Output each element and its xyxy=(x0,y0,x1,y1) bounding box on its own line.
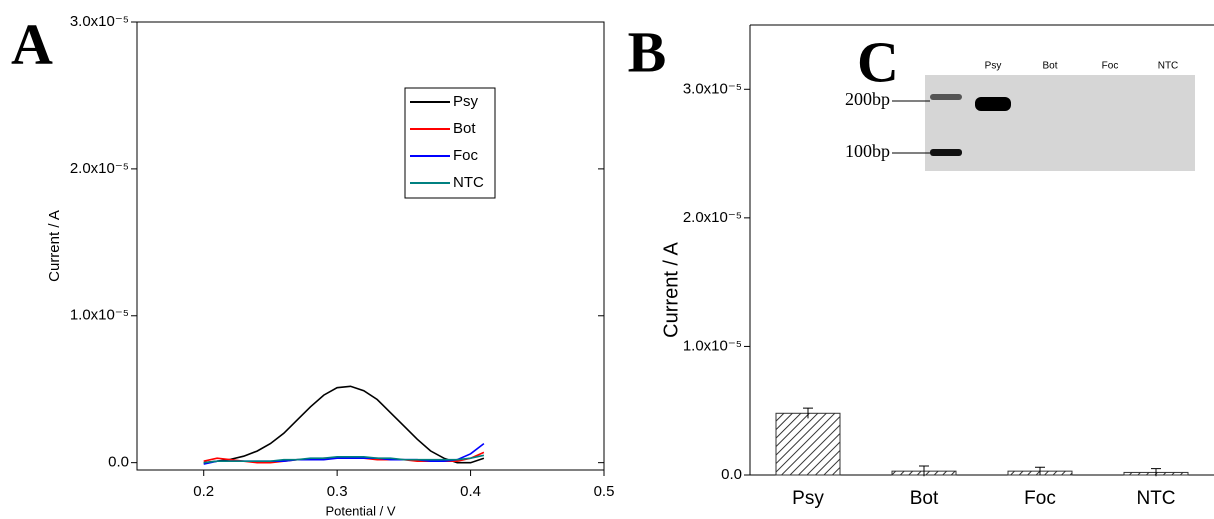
y-axis-label: Current / A xyxy=(46,210,63,282)
sample-band xyxy=(975,97,1011,111)
page: {"chart_data": [ {"type": "line", "panel… xyxy=(0,0,1214,519)
legend-label: Foc xyxy=(453,147,479,164)
gel-inset: C Psy Bot Foc NTC 200bp 100bp xyxy=(845,29,1195,171)
x-tick-label: Bot xyxy=(910,488,939,509)
x-tick-label: 0.5 xyxy=(594,483,615,500)
y-tick-label: 0.0 xyxy=(721,466,742,483)
panel-label: C xyxy=(857,29,899,94)
bar xyxy=(776,413,840,475)
y-tick-label: 3.0x10⁻⁵ xyxy=(683,80,742,97)
lane-label: Bot xyxy=(1042,61,1057,72)
plot-frame xyxy=(137,22,604,470)
x-tick-label: Psy xyxy=(792,488,824,509)
gel-image xyxy=(925,75,1195,171)
y-tick-label: 2.0x10⁻⁵ xyxy=(683,209,742,226)
x-tick-label: 0.3 xyxy=(327,483,348,500)
legend-label: Psy xyxy=(453,93,479,110)
marker-label: 100bp xyxy=(845,141,890,161)
lane-label: Foc xyxy=(1102,61,1119,72)
x-tick-label: 0.4 xyxy=(460,483,481,500)
x-axis-label: Potential / V xyxy=(325,503,395,518)
x-tick-label: Foc xyxy=(1024,488,1056,509)
legend-label: NTC xyxy=(453,174,484,191)
y-tick-label: 0.0 xyxy=(108,454,129,471)
ladder-band xyxy=(930,94,962,100)
y-tick-label: 1.0x10⁻⁵ xyxy=(70,307,129,324)
figure: A 0.0 1.0x10⁻⁵ 2.0x10⁻⁵ 3.0x10⁻⁵ 0.2 0.3 0.4 0.5… xyxy=(0,0,1214,519)
y-tick-label: 3.0x10⁻⁵ xyxy=(70,13,129,30)
panel-label: A xyxy=(11,11,53,76)
y-axis-label: Current / A xyxy=(660,242,682,338)
ladder-band xyxy=(930,149,962,156)
legend-label: Bot xyxy=(453,120,476,137)
panel-label: B xyxy=(628,19,667,84)
marker-label: 200bp xyxy=(845,89,890,109)
series-line xyxy=(204,386,484,462)
y-tick-label: 2.0x10⁻⁵ xyxy=(70,160,129,177)
lane-label: Psy xyxy=(985,61,1002,72)
x-tick-label: 0.2 xyxy=(193,483,214,500)
x-tick-label: NTC xyxy=(1136,488,1175,509)
lane-label: NTC xyxy=(1158,61,1179,72)
y-tick-label: 1.0x10⁻⁵ xyxy=(683,337,742,354)
